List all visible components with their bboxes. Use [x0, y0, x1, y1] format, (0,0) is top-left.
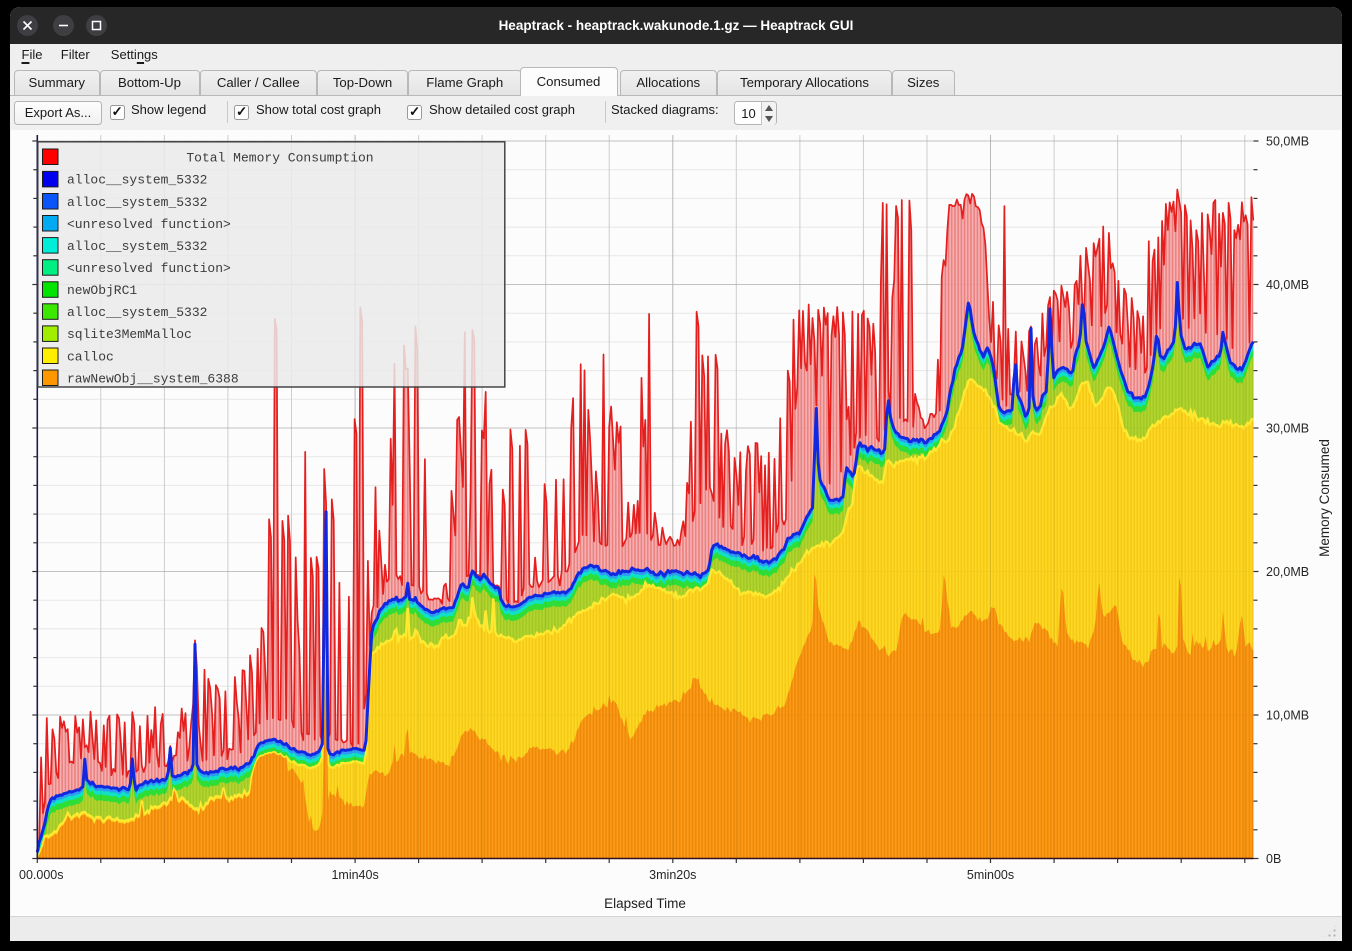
svg-text:newObjRC1: newObjRC1: [67, 283, 137, 298]
svg-text:<unresolved function>: <unresolved function>: [67, 261, 231, 276]
svg-text:Total Memory Consumption: Total Memory Consumption: [186, 150, 373, 165]
svg-text:alloc__system_5332: alloc__system_5332: [67, 195, 207, 210]
svg-text:0B: 0B: [1266, 852, 1281, 866]
svg-text:<unresolved function>: <unresolved function>: [67, 217, 231, 232]
svg-text:Elapsed Time: Elapsed Time: [604, 896, 686, 911]
svg-text:50,0MB: 50,0MB: [1266, 135, 1309, 149]
svg-text:3min20s: 3min20s: [649, 868, 696, 882]
svg-text:alloc__system_5332: alloc__system_5332: [67, 173, 207, 188]
svg-text:30,0MB: 30,0MB: [1266, 422, 1309, 436]
svg-text:calloc: calloc: [67, 349, 114, 364]
svg-text:1min40s: 1min40s: [331, 868, 378, 882]
svg-text:Memory Consumed: Memory Consumed: [1317, 439, 1332, 557]
svg-text:alloc__system_5332: alloc__system_5332: [67, 239, 207, 254]
svg-text:10,0MB: 10,0MB: [1266, 709, 1309, 723]
svg-text:rawNewObj__system_6388: rawNewObj__system_6388: [67, 371, 239, 386]
svg-text:sqlite3MemMalloc: sqlite3MemMalloc: [67, 327, 192, 342]
svg-text:40,0MB: 40,0MB: [1266, 278, 1309, 292]
svg-text:alloc__system_5332: alloc__system_5332: [67, 305, 207, 320]
svg-text:00.000s: 00.000s: [19, 868, 63, 882]
svg-text:20,0MB: 20,0MB: [1266, 565, 1309, 579]
svg-text:5min00s: 5min00s: [967, 868, 1014, 882]
